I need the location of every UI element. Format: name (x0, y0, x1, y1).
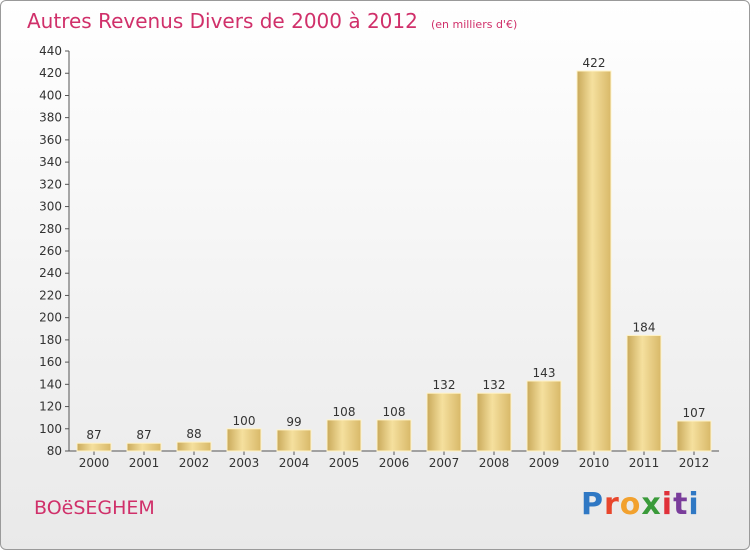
brand-letter: o (619, 487, 642, 522)
x-tick-label: 2002 (179, 456, 210, 470)
data-label: 107 (683, 406, 706, 420)
data-label: 108 (383, 405, 406, 419)
chart-title: Autres Revenus Divers de 2000 à 2012 (27, 9, 418, 33)
y-tick-label: 440 (39, 44, 62, 58)
y-tick-label: 140 (39, 377, 62, 391)
x-tick-label: 2012 (679, 456, 710, 470)
y-tick-label: 240 (39, 266, 62, 280)
brand-letter: r (604, 487, 620, 522)
data-label: 87 (136, 428, 151, 442)
data-label: 184 (633, 320, 656, 334)
x-tick-label: 2001 (129, 456, 160, 470)
y-tick-label: 80 (47, 444, 62, 458)
bar (626, 334, 662, 452)
y-tick-label: 200 (39, 311, 62, 325)
bar (426, 392, 462, 452)
x-tick-label: 2010 (579, 456, 610, 470)
bar (376, 419, 412, 452)
bar (176, 441, 212, 452)
data-label: 108 (333, 405, 356, 419)
bar (326, 419, 362, 452)
bar (276, 429, 312, 452)
x-tick-label: 2000 (79, 456, 110, 470)
bar (476, 392, 512, 452)
brand-letter: x (641, 487, 662, 522)
proxiti-logo: Proxiti (581, 487, 700, 522)
y-tick-label: 420 (39, 66, 62, 80)
y-tick-label: 120 (39, 400, 62, 414)
x-tick-label: 2005 (329, 456, 360, 470)
y-tick-label: 300 (39, 200, 62, 214)
data-label: 132 (483, 378, 506, 392)
x-tick-label: 2003 (229, 456, 260, 470)
bar (526, 380, 562, 452)
brand-letter: i (688, 487, 700, 522)
bar (226, 428, 262, 452)
x-tick-label: 2006 (379, 456, 410, 470)
y-tick-label: 160 (39, 355, 62, 369)
chart-subtitle: (en milliers d'€) (430, 18, 518, 31)
x-tick-label: 2004 (279, 456, 310, 470)
y-tick-label: 340 (39, 155, 62, 169)
chart-header: Autres Revenus Divers de 2000 à 2012 (en… (27, 9, 517, 33)
data-label: 87 (86, 428, 101, 442)
data-label: 132 (433, 378, 456, 392)
y-tick-label: 320 (39, 177, 62, 191)
x-tick-label: 2008 (479, 456, 510, 470)
y-tick-label: 280 (39, 222, 62, 236)
brand-letter: i (661, 487, 674, 522)
y-tick-label: 180 (39, 333, 62, 347)
bar (126, 442, 162, 452)
data-label: 100 (233, 414, 256, 428)
data-label: 99 (286, 415, 301, 429)
x-tick-label: 2007 (429, 456, 460, 470)
bar (576, 70, 612, 452)
brand-letter: t (673, 487, 689, 522)
city-name: BOëSEGHEM (34, 497, 155, 519)
bar (676, 420, 712, 452)
y-tick-label: 260 (39, 244, 62, 258)
x-tick-label: 2011 (629, 456, 660, 470)
brand-letter: P (581, 487, 604, 522)
data-label: 88 (186, 427, 201, 441)
x-tick-label: 2009 (529, 456, 560, 470)
y-tick-label: 380 (39, 111, 62, 125)
data-label: 422 (583, 56, 606, 70)
y-tick-label: 100 (39, 422, 62, 436)
y-tick-label: 220 (39, 288, 62, 302)
bar (76, 442, 112, 452)
y-tick-label: 360 (39, 133, 62, 147)
y-tick-label: 400 (39, 88, 62, 102)
data-label: 143 (533, 366, 556, 380)
